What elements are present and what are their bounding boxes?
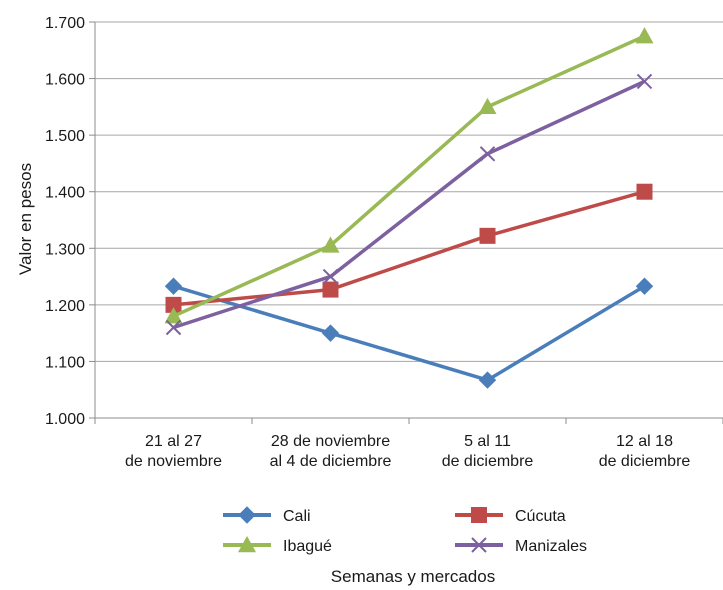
x-category-label: 28 de noviembre [271, 433, 390, 450]
y-axis-ticks: 1.000 1.100 1.200 1.300 1.400 1.500 1.600 1.700 [45, 15, 85, 428]
y-tick-label: 1.600 [45, 72, 85, 89]
grid-lines [89, 21, 723, 424]
data-point-cucuta [165, 296, 182, 313]
x-category-label: 12 al 18 [616, 433, 673, 450]
data-point-ibague [164, 307, 183, 324]
data-point-manizales [479, 146, 496, 162]
data-point-cucuta [322, 281, 339, 298]
data-point-cucuta [479, 227, 496, 244]
y-tick-label: 1.200 [45, 298, 85, 315]
y-tick-label: 1.300 [45, 241, 85, 258]
legend-item-cucuta: Cúcuta [455, 507, 566, 525]
y-tick-label: 1.400 [45, 185, 85, 202]
legend-label: Ibagué [283, 538, 332, 555]
x-category-label: 21 al 27 [145, 433, 202, 450]
legend-marker [471, 507, 487, 523]
y-axis-title: Valor en pesos [16, 163, 35, 275]
x-category-label: de noviembre [125, 453, 222, 470]
data-point-ibague [478, 97, 497, 115]
x-axis-categories: 21 al 27 de noviembre 28 de noviembre al 4 … [125, 433, 690, 470]
x-category-label: de diciembre [599, 453, 691, 470]
legend: Cali Cúcuta Ibagué Manizales [223, 506, 587, 555]
series-manizales [165, 73, 653, 336]
y-tick-label: 1.700 [45, 15, 85, 32]
series-line-cucuta [173, 190, 645, 307]
legend-label: Manizales [515, 538, 587, 555]
series-line-ibague [172, 34, 646, 318]
legend-marker [471, 537, 487, 553]
marker-stroke [322, 268, 339, 285]
data-point-ibague [635, 27, 654, 44]
series-line-manizales [172, 79, 646, 330]
x-category-label: al 4 de diciembre [270, 453, 392, 470]
data-point-ibague [321, 236, 340, 253]
legend-item-cali: Cali [223, 506, 311, 525]
series-layer [164, 27, 654, 389]
legend-marker [238, 506, 256, 524]
data-point-cali [478, 371, 497, 389]
data-point-cali [321, 324, 340, 342]
data-point-cucuta [636, 183, 653, 200]
data-point-manizales [322, 268, 339, 285]
legend-item-ibague: Ibagué [223, 536, 332, 555]
marker-stroke [471, 537, 487, 553]
legend-marker [238, 536, 256, 553]
series-cali [164, 277, 654, 389]
data-point-manizales [636, 73, 653, 90]
marker-stroke [636, 73, 653, 90]
x-category-label: de diciembre [442, 453, 534, 470]
series-line-cali [172, 284, 646, 382]
legend-label: Cali [283, 508, 311, 525]
series-cucuta [165, 183, 653, 313]
x-category-label: 5 al 11 [464, 433, 511, 450]
y-tick-label: 1.100 [45, 354, 85, 371]
y-tick-label: 1.500 [45, 128, 85, 145]
y-tick-label: 1.000 [45, 411, 85, 428]
data-point-cali [164, 277, 183, 295]
data-point-manizales [165, 319, 182, 336]
series-ibague [164, 27, 654, 324]
marker-stroke [165, 319, 182, 336]
marker-stroke [479, 146, 496, 162]
data-point-cali [635, 277, 654, 295]
legend-label: Cúcuta [515, 508, 566, 525]
legend-item-manizales: Manizales [455, 537, 587, 555]
x-axis-title: Semanas y mercados [331, 567, 495, 586]
